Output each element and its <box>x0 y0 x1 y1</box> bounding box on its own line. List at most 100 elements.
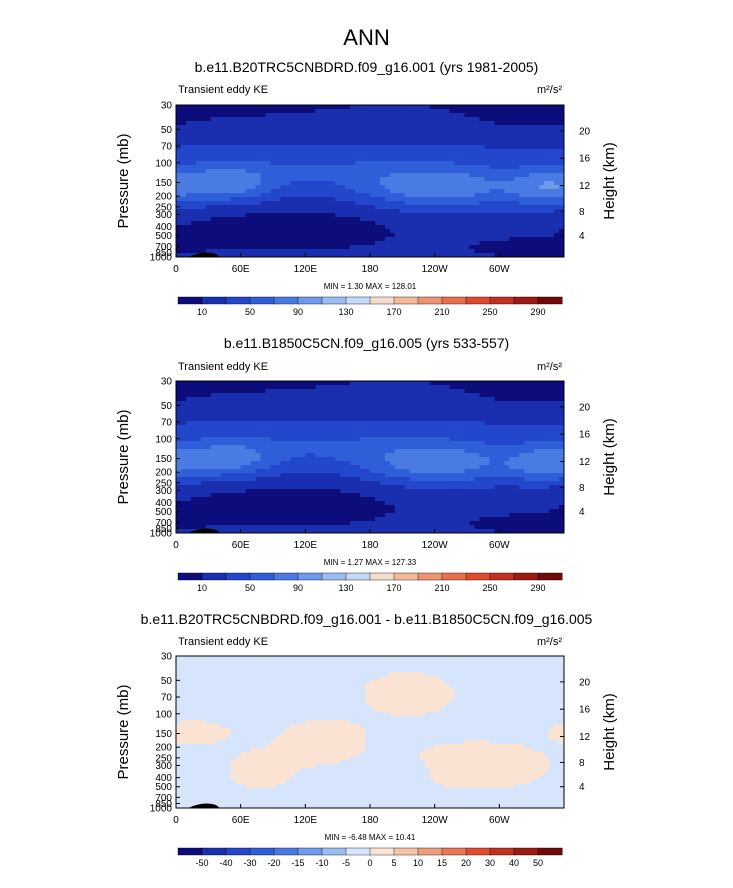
field-cell <box>225 441 232 446</box>
field-cell <box>439 417 446 422</box>
field-cell <box>180 177 187 182</box>
field-cell <box>399 141 406 146</box>
field-cell <box>335 393 341 398</box>
field-cell <box>335 397 341 402</box>
field-cell <box>355 129 361 134</box>
field-cell <box>469 473 475 478</box>
field-cell <box>205 405 212 410</box>
field-cell <box>295 405 301 410</box>
field-cell <box>305 181 311 186</box>
field-cell <box>285 173 291 178</box>
field-cell <box>365 209 371 214</box>
field-cell <box>499 237 505 242</box>
field-cell <box>434 425 441 430</box>
field-cell <box>549 225 555 230</box>
field-cell <box>554 133 560 138</box>
field-cell <box>180 181 187 186</box>
field-cell <box>270 197 276 202</box>
field-cell <box>300 469 306 474</box>
field-cell <box>439 105 446 110</box>
field-cell <box>250 397 256 402</box>
field-cell <box>424 121 431 126</box>
field-cell <box>180 237 187 242</box>
field-cell <box>474 213 480 218</box>
field-cell <box>509 461 515 466</box>
field-cell <box>310 213 316 218</box>
field-cell <box>245 385 252 390</box>
field-cell <box>265 201 271 206</box>
field-cell <box>340 393 346 398</box>
field-cell <box>200 381 207 386</box>
field-cell <box>210 381 217 386</box>
field-cell <box>245 177 252 182</box>
field-cell <box>409 157 416 162</box>
field-cell <box>205 173 212 178</box>
field-cell <box>280 449 286 454</box>
field-cell <box>434 389 441 394</box>
field-cell <box>489 189 495 194</box>
field-cell <box>245 433 252 438</box>
field-cell <box>280 181 286 186</box>
field-cell <box>494 253 500 258</box>
field-cell <box>514 153 520 158</box>
field-cell <box>210 433 217 438</box>
field-cell <box>439 145 446 150</box>
field-cell <box>384 161 391 166</box>
field-cell <box>330 177 336 182</box>
field-cell <box>240 225 247 230</box>
field-cell <box>379 109 386 114</box>
field-cell <box>190 393 197 398</box>
field-cell <box>325 473 331 478</box>
field-cell <box>504 425 510 430</box>
field-cell <box>379 149 386 154</box>
field-cell <box>419 417 426 422</box>
field-cell <box>265 441 271 446</box>
field-cell <box>185 381 192 386</box>
field-cell <box>335 237 341 242</box>
field-cell <box>265 405 271 410</box>
field-cell <box>190 381 197 386</box>
field-cell <box>350 245 356 250</box>
field-cell <box>240 457 247 462</box>
field-cell <box>205 413 212 418</box>
field-cell <box>464 389 470 394</box>
field-cell <box>250 449 256 454</box>
field-cell <box>265 433 271 438</box>
field-cell <box>285 201 291 206</box>
field-cell <box>389 393 396 398</box>
field-cell <box>449 157 455 162</box>
field-cell <box>205 213 212 218</box>
field-cell <box>190 113 197 118</box>
field-cell <box>350 381 356 386</box>
field-cell <box>290 461 296 466</box>
field-cell <box>494 177 500 182</box>
field-cell <box>280 125 286 130</box>
field-cell <box>365 217 371 222</box>
field-cell <box>335 137 341 142</box>
field-cell <box>200 445 207 450</box>
field-cell <box>549 237 555 242</box>
field-cell <box>374 413 381 418</box>
field-cell <box>345 253 351 258</box>
field-cell <box>310 129 316 134</box>
field-cell <box>230 165 237 170</box>
field-cell <box>419 181 426 186</box>
field-cell <box>310 165 316 170</box>
field-cell <box>300 189 306 194</box>
field-cell <box>295 161 301 166</box>
field-cell <box>474 153 480 158</box>
field-cell <box>464 217 470 222</box>
field-cell <box>230 197 237 202</box>
field-cell <box>275 169 281 174</box>
field-cell <box>524 393 530 398</box>
field-cell <box>474 197 480 202</box>
field-cell <box>265 105 271 110</box>
field-cell <box>429 389 436 394</box>
field-cell <box>195 389 202 394</box>
field-cell <box>340 249 346 254</box>
field-cell <box>340 137 346 142</box>
field-cell <box>519 157 525 162</box>
field-cell <box>419 465 426 470</box>
field-cell <box>399 461 406 466</box>
field-cell <box>325 425 331 430</box>
